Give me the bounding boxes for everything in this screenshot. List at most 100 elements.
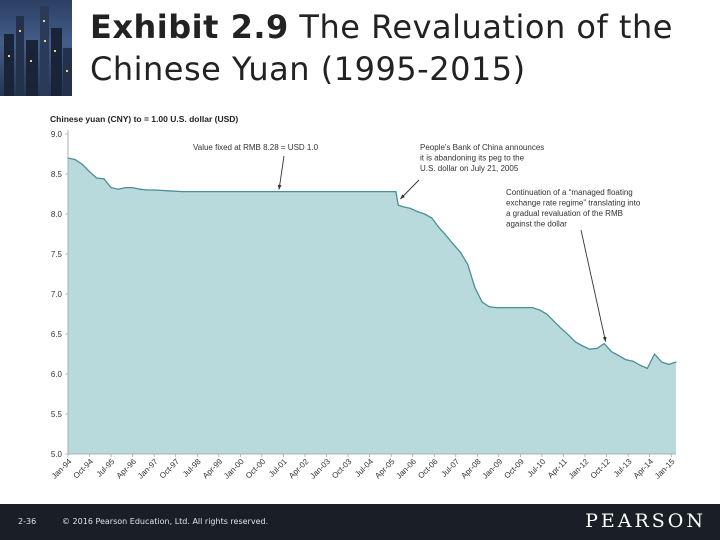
x-tick-label: Jan-94 xyxy=(50,457,74,481)
data-point xyxy=(211,191,213,193)
x-tick-label: Jan-97 xyxy=(136,457,160,481)
annotation-pboc-text-line: it is abandoning its peg to the xyxy=(420,154,525,163)
data-point xyxy=(589,348,591,350)
data-point xyxy=(632,360,634,362)
data-point xyxy=(675,361,677,363)
page-number: 2-36 xyxy=(18,517,37,526)
annotation-peg-text: Value fixed at RMB 8.28 = USD 1.0 xyxy=(193,143,319,152)
data-point xyxy=(311,191,313,193)
x-tick-label: Oct-03 xyxy=(330,457,354,481)
x-tick-label: Jul-98 xyxy=(181,457,203,479)
annotation-peg-arrow xyxy=(278,155,285,190)
annotation-pboc-text-line: U.S. dollar on July 21, 2005 xyxy=(420,164,519,173)
data-point xyxy=(103,178,105,180)
x-tick-label: Jul-95 xyxy=(95,457,117,479)
x-tick-label: Jan-03 xyxy=(308,457,332,481)
x-tick-label: Oct-09 xyxy=(502,457,526,481)
exhibit-title: The Revaluation of the Chinese Yuan (199… xyxy=(90,8,673,88)
data-point xyxy=(88,171,91,173)
data-point xyxy=(409,207,411,209)
data-point xyxy=(567,334,569,336)
data-point xyxy=(117,188,119,190)
slide-title: Exhibit 2.9 The Revaluation of the Chine… xyxy=(90,6,710,90)
data-point xyxy=(460,251,462,253)
data-point xyxy=(325,191,328,193)
data-point xyxy=(610,351,613,353)
exhibit-number: Exhibit 2.9 xyxy=(90,8,289,46)
data-point xyxy=(546,313,548,315)
data-point xyxy=(424,213,426,215)
data-point xyxy=(474,287,476,289)
x-tick-label: Apr-08 xyxy=(459,457,483,481)
annotation-managed-float-text-line: exchange rate regime” translating into xyxy=(506,199,641,208)
data-point xyxy=(431,217,433,219)
data-point xyxy=(646,367,648,369)
x-tick-label: Apr-14 xyxy=(632,457,656,481)
data-point xyxy=(539,309,541,311)
data-point xyxy=(383,191,385,193)
data-point xyxy=(481,301,483,303)
data-point xyxy=(340,191,342,193)
y-axis-title: Chinese yuan (CNY) to = 1.00 U.S. dollar… xyxy=(50,114,238,124)
x-tick-label: Apr-11 xyxy=(546,457,569,480)
x-tick-label: Jul-04 xyxy=(353,457,375,479)
x-tick-label: Oct-12 xyxy=(589,457,613,481)
data-point xyxy=(282,191,284,193)
data-point xyxy=(574,341,577,343)
annotation-managed-float-arrow-head xyxy=(602,336,607,342)
annotation-managed-float-text-line: Continuation of a “managed floating xyxy=(506,188,633,197)
data-point xyxy=(268,191,270,193)
y-tick-label: 6.5 xyxy=(51,330,63,339)
data-point xyxy=(369,191,371,193)
data-point xyxy=(495,307,498,309)
data-point xyxy=(297,191,299,193)
x-tick-label: Oct-06 xyxy=(416,457,440,481)
data-point xyxy=(254,191,256,193)
x-tick-label: Jul-10 xyxy=(526,457,548,479)
y-tick-label: 5.5 xyxy=(51,410,63,419)
copyright-text: © 2016 Pearson Education, Ltd. All right… xyxy=(62,517,269,526)
x-tick-label: Jul-07 xyxy=(439,457,461,479)
y-tick-label: 7.0 xyxy=(51,290,63,299)
data-point xyxy=(139,188,141,190)
data-point xyxy=(668,363,670,365)
y-tick-label: 7.5 xyxy=(51,250,63,259)
annotation-managed-float-text-line: against the dollar xyxy=(506,220,567,229)
data-point xyxy=(582,345,584,347)
data-point xyxy=(124,187,126,189)
data-point xyxy=(395,191,397,193)
annotation-pboc-text-line: People's Bank of China announces xyxy=(420,143,544,152)
data-point xyxy=(510,307,512,309)
data-point xyxy=(560,327,562,329)
data-point xyxy=(488,306,490,308)
x-tick-label: Jan-09 xyxy=(481,457,505,481)
annotation-managed-float-text-line: a gradual revaluation of the RMB xyxy=(506,209,623,218)
data-point xyxy=(96,177,98,179)
data-point xyxy=(74,159,76,161)
data-point xyxy=(625,359,627,361)
annotation-managed-float-arrow xyxy=(580,229,607,342)
data-point xyxy=(132,187,134,189)
data-point xyxy=(167,190,170,192)
data-point xyxy=(596,347,598,349)
data-point xyxy=(503,307,505,309)
data-point xyxy=(354,191,356,193)
data-point xyxy=(531,307,534,309)
brand-logo: PEARSON xyxy=(585,510,706,532)
annotation-pboc-arrow-head xyxy=(400,194,405,199)
data-point xyxy=(452,243,454,245)
data-point xyxy=(524,307,526,309)
data-point xyxy=(661,361,663,363)
data-point xyxy=(196,191,198,193)
data-point xyxy=(402,206,404,208)
chart-area: Chinese yuan (CNY) to = 1.00 U.S. dollar… xyxy=(0,100,720,504)
x-tick-label: Jan-06 xyxy=(394,457,418,481)
x-tick-label: Jul-01 xyxy=(267,457,289,479)
x-tick-label: Apr-96 xyxy=(115,457,139,481)
series-area xyxy=(68,158,676,454)
x-tick-label: Oct-00 xyxy=(244,457,268,481)
x-tick-label: Apr-02 xyxy=(287,457,311,481)
data-point xyxy=(603,343,605,345)
data-point xyxy=(182,191,184,193)
x-tick-label: Oct-94 xyxy=(72,457,96,481)
